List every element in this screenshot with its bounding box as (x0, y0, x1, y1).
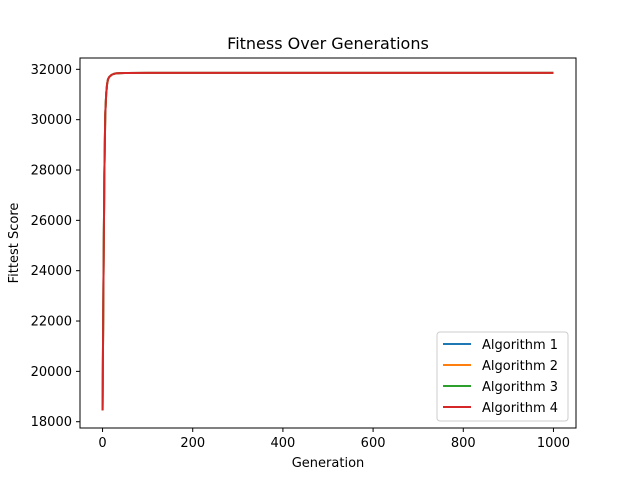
x-tick-label: 1000 (537, 436, 570, 451)
y-axis-label: Fittest Score (7, 203, 22, 284)
x-tick-label: 0 (98, 436, 106, 451)
x-tick-label: 600 (361, 436, 386, 451)
series-line-4 (101, 71, 554, 411)
x-tick-label: 400 (270, 436, 295, 451)
legend: Algorithm 1 Algorithm 2 Algorithm 3 Algorit… (436, 331, 569, 422)
x-axis: 0 200 400 600 800 1000 (98, 428, 570, 451)
y-tick-label: 28000 (31, 164, 72, 179)
y-axis: 18000 20000 22000 24000 26000 28000 30000 32000 (31, 63, 80, 430)
plot-area: 0 200 400 600 800 1000 18000 20000 22000 24000 26… (31, 57, 577, 451)
legend-box (436, 331, 569, 422)
series-lines (101, 71, 554, 411)
plot-frame (79, 57, 577, 429)
y-tick-label: 30000 (31, 113, 72, 128)
legend-label-2: Algorithm 2 (482, 359, 558, 374)
y-tick-label: 24000 (31, 264, 72, 279)
x-tick-label: 800 (451, 436, 476, 451)
y-tick-label: 20000 (31, 365, 72, 380)
legend-label-3: Algorithm 3 (482, 380, 558, 395)
y-tick-label: 32000 (31, 63, 72, 78)
y-tick-label: 26000 (31, 214, 72, 229)
legend-label-1: Algorithm 1 (482, 338, 558, 353)
y-tick-label: 22000 (31, 315, 72, 330)
x-axis-label: Generation (292, 456, 365, 471)
chart-title: Fitness Over Generations (227, 34, 429, 53)
legend-label-4: Algorithm 4 (482, 401, 558, 416)
y-tick-label: 18000 (31, 415, 72, 430)
x-tick-label: 200 (180, 436, 205, 451)
